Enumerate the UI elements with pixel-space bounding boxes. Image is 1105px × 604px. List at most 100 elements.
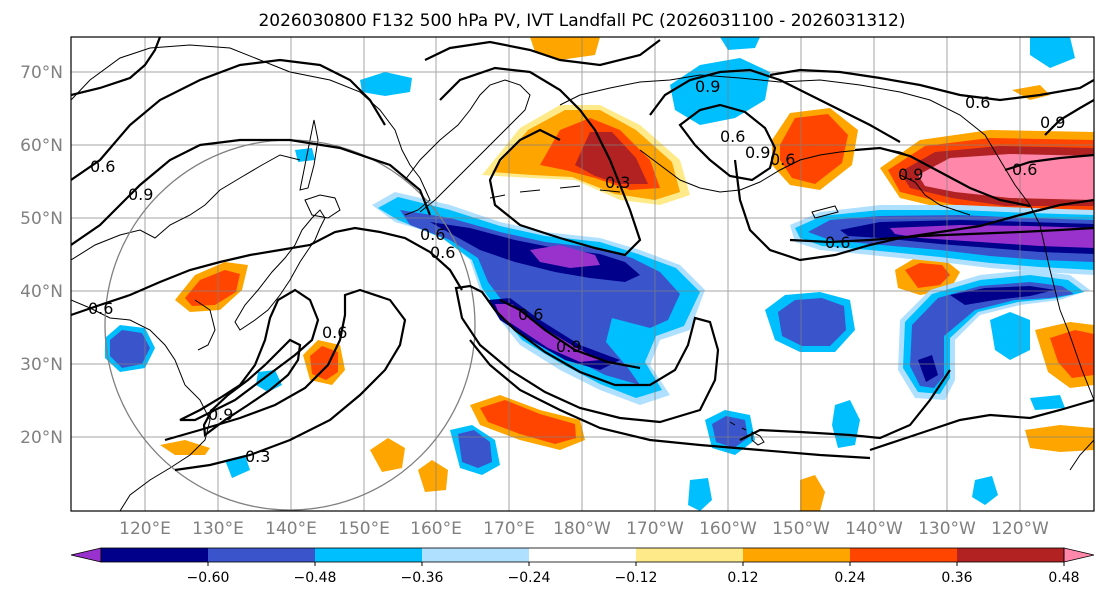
colorbar-segment [957, 548, 1065, 562]
anomaly-region [800, 475, 825, 511]
coastline-alaska [559, 74, 1031, 206]
coastline-hawaii [729, 421, 765, 446]
colorbar-extend-high [1063, 547, 1095, 563]
colorbar-segment [101, 548, 209, 562]
pv-contour [454, 284, 720, 424]
lon-label: 160°E [410, 519, 462, 539]
coastline-sakhalin [299, 119, 319, 191]
anomaly-region [480, 400, 576, 444]
pv-contour [71, 138, 432, 246]
map-panel: 0.6 0.9 0.6 0.6 0.3 0.9 0.6 0.9 0.6 0.9 … [71, 37, 1094, 511]
colorbar-tick-label: −0.48 [294, 570, 337, 586]
anomaly-region [670, 58, 770, 125]
anomaly-region [458, 430, 492, 468]
anomaly-region [688, 478, 712, 511]
colorbar-segment [529, 548, 637, 562]
anomaly-region [918, 355, 938, 382]
coastline-asia [71, 154, 301, 261]
pv-contour [678, 103, 777, 182]
coastline-hokkaido [304, 194, 341, 219]
pv-contour [71, 58, 386, 181]
contour-label: 0.9 [128, 185, 153, 204]
contour-label: 0.9 [745, 143, 770, 162]
contour-label: 0.6 [420, 225, 445, 244]
contour-label: 0.6 [825, 233, 850, 252]
contour-label: 0.6 [1012, 160, 1037, 179]
pv-contour [71, 226, 463, 317]
lon-label: 150°E [338, 519, 390, 539]
anomaly-region [780, 114, 848, 184]
pv-contour [739, 369, 951, 441]
colorbar-tick-label: −0.36 [401, 570, 444, 586]
contour-label: 0.6 [770, 150, 795, 169]
lon-label: 140°W [845, 519, 903, 539]
lat-label: 40°N [20, 282, 63, 302]
lon-label: 130°E [192, 519, 244, 539]
lon-label: 140°E [265, 519, 317, 539]
pv-contour [469, 339, 871, 460]
pv-contour [424, 39, 661, 67]
anomaly-region [370, 438, 405, 472]
colorbar-segment [315, 548, 423, 562]
pv-contour [1004, 153, 1094, 172]
colorbar-segment [743, 548, 851, 562]
anomaly-region [400, 210, 680, 385]
colorbar-segment [636, 548, 744, 562]
coastlines [71, 44, 1094, 511]
pv-contour [733, 159, 1094, 262]
lat-label: 60°N [20, 136, 63, 156]
coastline-north-america [1029, 204, 1094, 401]
anomaly-region [910, 282, 1074, 388]
pv-contour [439, 66, 642, 257]
lat-label: 30°N [20, 355, 63, 375]
pv-contour [649, 68, 901, 143]
anomaly-region [310, 346, 338, 380]
figure-title: 2026030800 F132 500 hPa PV, IVT Landfall… [258, 11, 905, 31]
graticule [71, 37, 1094, 511]
contour-label: 0.9 [898, 165, 923, 184]
contour-label-group: 0.6 0.9 0.6 0.6 0.3 0.9 0.6 0.9 0.6 0.9 … [88, 77, 1065, 466]
contour-label: 0.9 [1040, 113, 1065, 132]
pv-contour [869, 398, 1094, 452]
pv-contour [854, 146, 1031, 208]
pv-contours [71, 37, 1094, 472]
contour-label: 0.3 [245, 447, 270, 466]
pv-contour [164, 288, 407, 472]
contour-label: 0.9 [695, 77, 720, 96]
contour-label: 0.6 [430, 243, 455, 262]
latitude-labels: 70°N 60°N 50°N 40°N 30°N 20°N [20, 63, 63, 448]
lon-label: 170°W [626, 519, 684, 539]
anomaly-region [778, 298, 846, 346]
lon-label: 180°W [553, 519, 611, 539]
anomaly-region [1050, 330, 1094, 378]
pv-contour [202, 338, 302, 438]
lon-label: 150°W [772, 519, 830, 539]
anomaly-region [712, 416, 748, 448]
contour-label: 0.6 [965, 93, 990, 112]
anomaly-region [972, 476, 998, 505]
map-frame [70, 36, 1095, 512]
contour-label: 0.6 [322, 323, 347, 342]
contour-label: 0.6 [88, 299, 113, 318]
contour-label: 0.6 [90, 157, 115, 176]
colorbar-tick-label: 0.12 [727, 570, 758, 586]
anomaly-region [1030, 395, 1065, 410]
colorbar-extend-low [70, 547, 102, 563]
pv-contour [769, 68, 1094, 102]
anomaly-region [160, 440, 210, 455]
colorbar-tick-label: 0.24 [834, 570, 865, 586]
contour-label: 0.6 [518, 305, 543, 324]
coastline-islands [811, 205, 839, 219]
coastline-korea [194, 299, 216, 351]
contour-label: 0.9 [556, 337, 581, 356]
lat-label: 20°N [20, 428, 63, 448]
colorbar: −0.60 −0.48 −0.36 −0.24 −0.12 0.12 0.24 0.36 0.4… [70, 547, 1095, 586]
lat-label: 50°N [20, 209, 63, 229]
colorbar-tick-label: −0.12 [615, 570, 658, 586]
anomaly-region [360, 72, 412, 96]
anomaly-region [295, 148, 315, 162]
anomaly-region [918, 154, 1094, 200]
anomaly-region [110, 330, 150, 368]
lon-label: 160°W [699, 519, 757, 539]
coastline-asia [71, 44, 431, 216]
